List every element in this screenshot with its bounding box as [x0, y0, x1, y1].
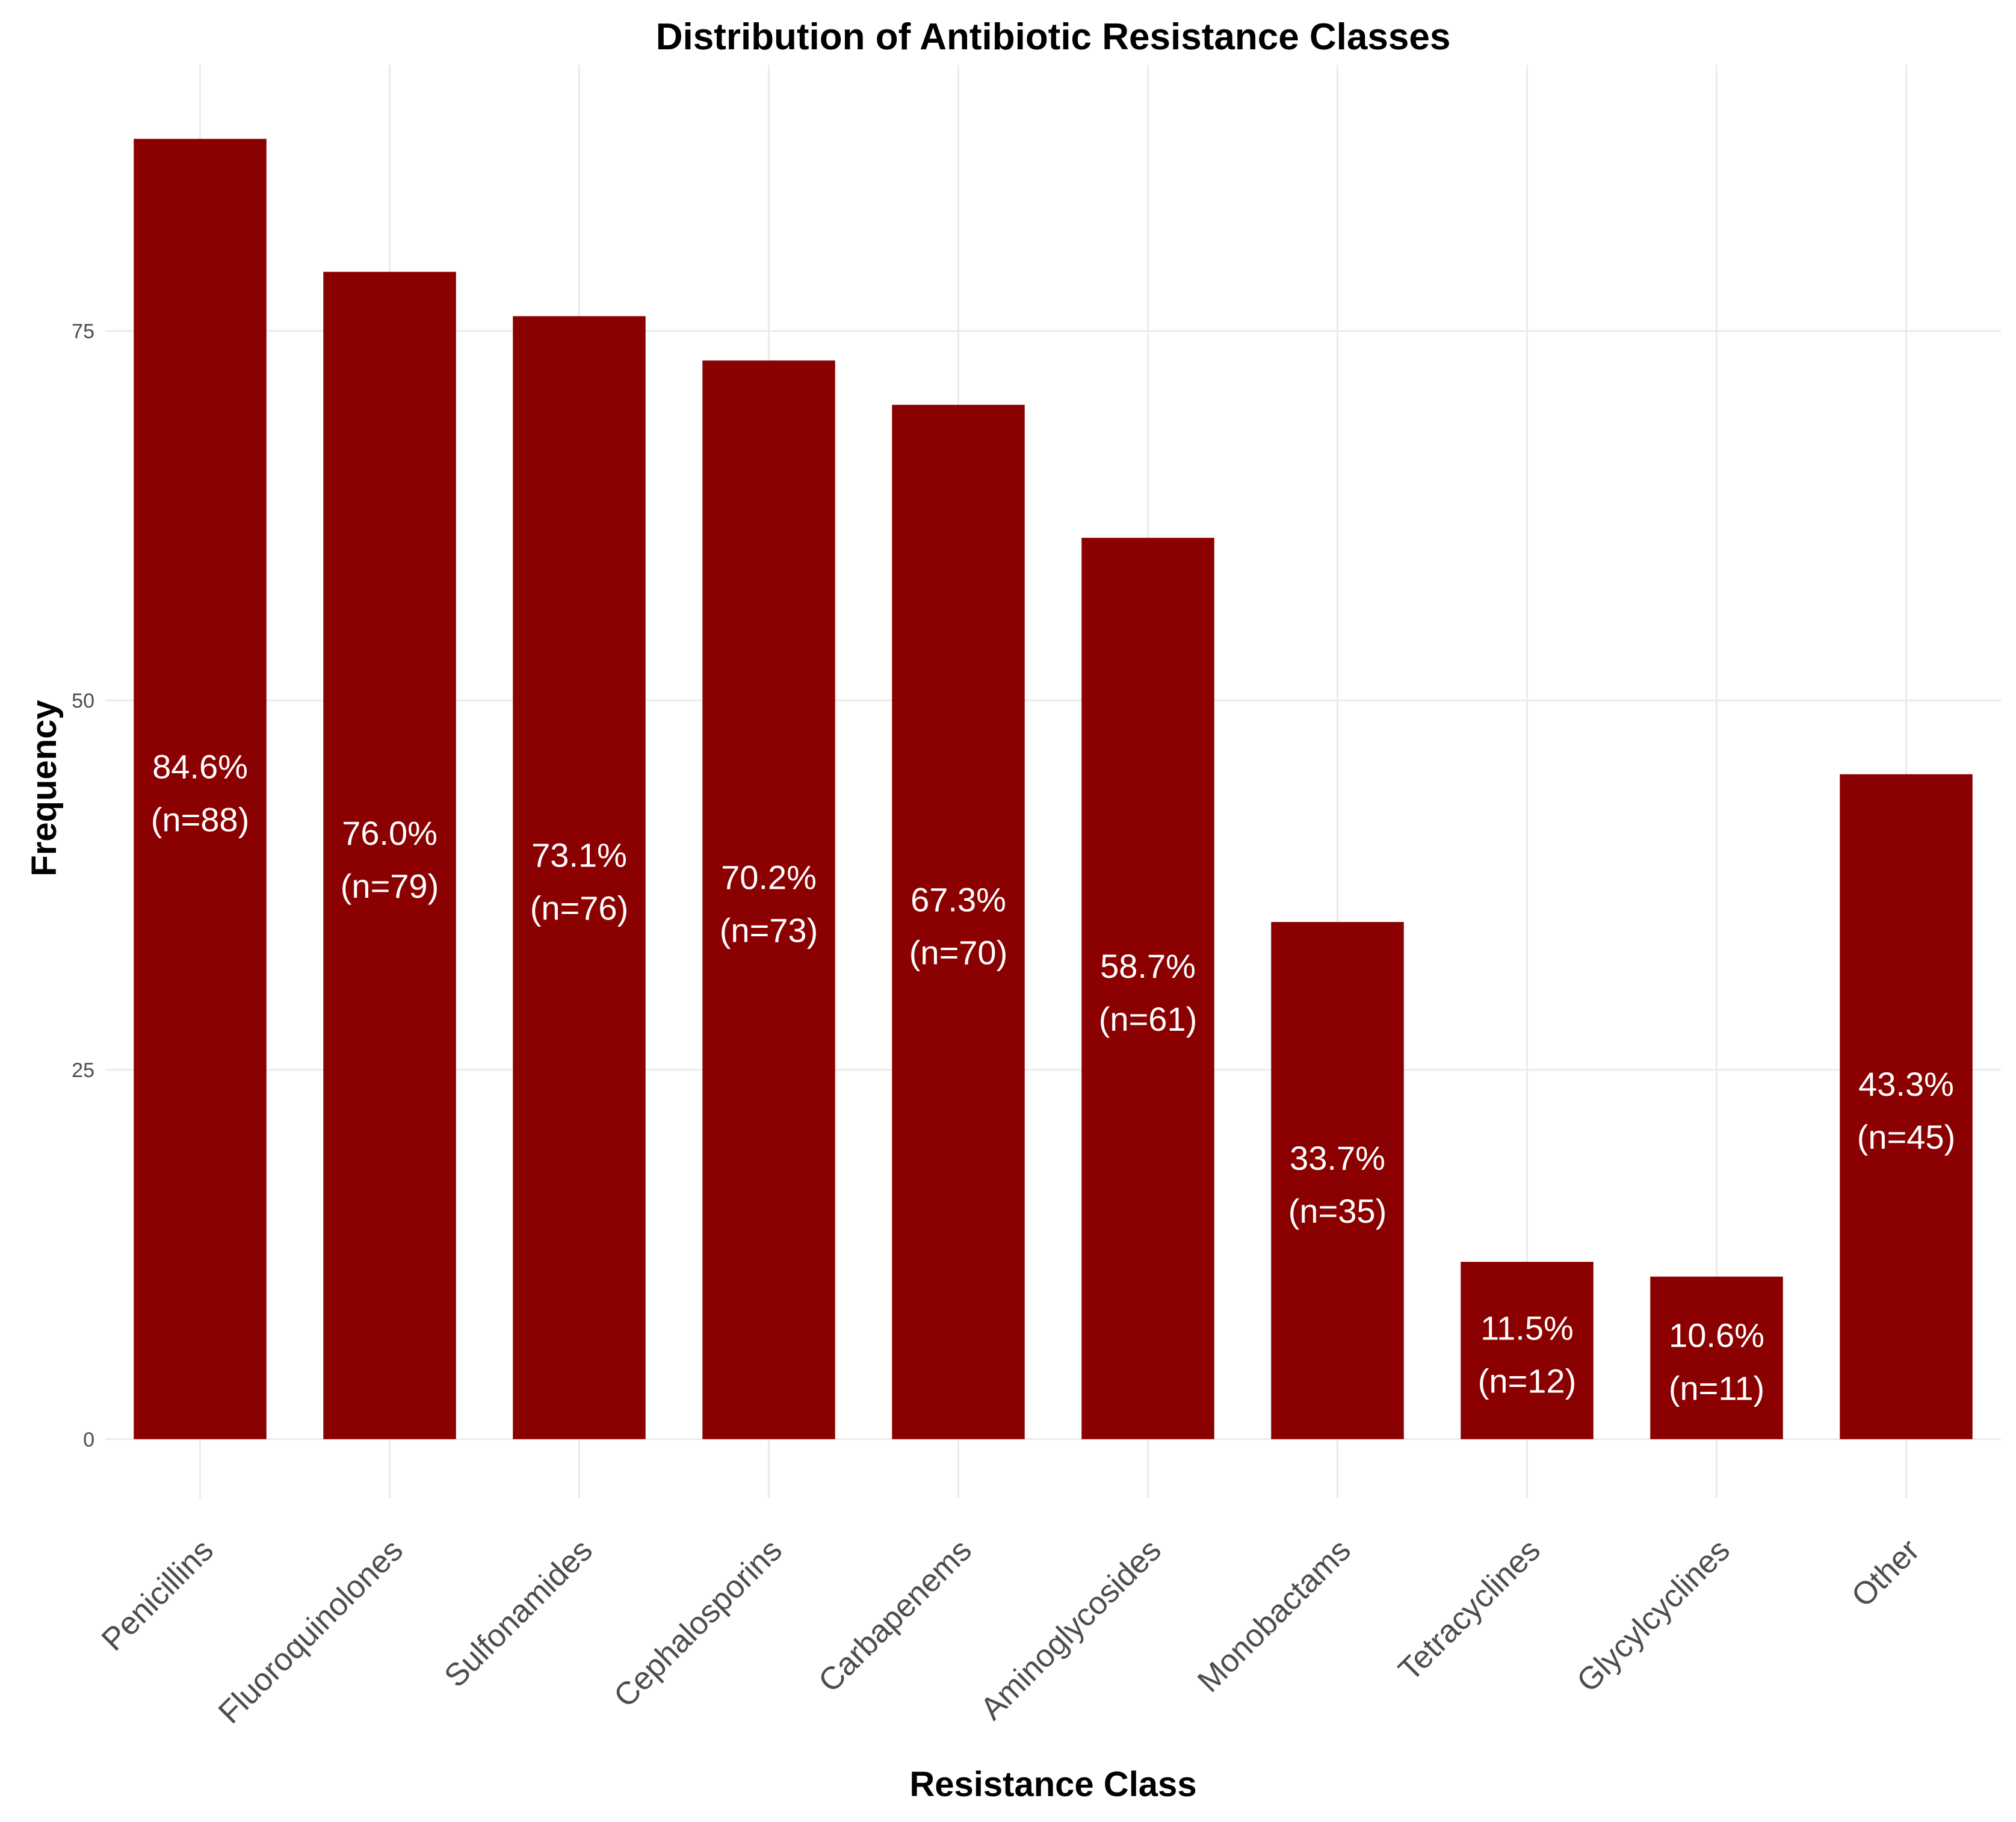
- x-tick-label: Monobactams: [1191, 1533, 1358, 1699]
- bar-glycylcyclines: [1650, 1276, 1783, 1439]
- bar-aminoglycosides: [1081, 537, 1214, 1439]
- bar-label-count: (n=79): [341, 867, 439, 905]
- bar-label-percent: 84.6%: [152, 747, 248, 785]
- bar-other: [1840, 774, 1973, 1439]
- y-axis-ticks: 0 25 50 75: [72, 320, 94, 1451]
- x-tick-label: Other: [1845, 1533, 1926, 1614]
- bar-label-percent: 73.1%: [531, 836, 627, 874]
- bar-label-percent: 70.2%: [721, 858, 817, 896]
- data-labels: 84.6% (n=88) 76.0% (n=79) 73.1% (n=76) 70.2% (n…: [151, 747, 1955, 1407]
- x-tick-label: Glycylcyclines: [1570, 1533, 1737, 1699]
- y-tick-label: 50: [72, 690, 94, 712]
- y-tick-label: 25: [72, 1059, 94, 1082]
- bar-fluoroquinolones: [323, 271, 456, 1439]
- bar-label-percent: 10.6%: [1669, 1317, 1764, 1354]
- bar-label-count: (n=61): [1099, 1000, 1197, 1038]
- bar-label-percent: 67.3%: [911, 880, 1006, 918]
- bar-label-count: (n=70): [909, 933, 1007, 971]
- bar-label-count: (n=45): [1857, 1118, 1955, 1156]
- bar-sulfonamides: [513, 316, 646, 1439]
- y-tick-label: 0: [83, 1428, 94, 1451]
- x-tick-label: Carbapenems: [812, 1533, 979, 1699]
- x-tick-label: Cephalosporins: [607, 1533, 789, 1714]
- x-tick-label: Sulfonamides: [438, 1533, 599, 1694]
- x-axis-title: Resistance Class: [909, 1765, 1196, 1804]
- y-tick-label: 75: [72, 320, 94, 343]
- bar-label-percent: 33.7%: [1290, 1139, 1385, 1177]
- bar-label-percent: 43.3%: [1858, 1065, 1954, 1103]
- bar-cephalosporins: [702, 360, 835, 1439]
- bar-label-count: (n=88): [151, 800, 249, 838]
- bar-label-count: (n=12): [1478, 1362, 1576, 1400]
- bar-label-percent: 76.0%: [342, 814, 438, 852]
- bar-label-count: (n=11): [1669, 1370, 1764, 1407]
- bar-label-count: (n=73): [720, 911, 818, 949]
- bar-label-count: (n=76): [530, 889, 628, 927]
- bar-tetracyclines: [1461, 1262, 1594, 1439]
- y-axis-title: Frequency: [25, 700, 64, 876]
- bar-penicillins: [134, 138, 267, 1439]
- x-tick-label: Fluoroquinolones: [212, 1533, 410, 1731]
- x-tick-label: Aminoglycosides: [974, 1533, 1168, 1727]
- bar-label-percent: 11.5%: [1480, 1309, 1574, 1347]
- x-tick-label: Tetracyclines: [1392, 1533, 1547, 1688]
- bar-label-count: (n=35): [1288, 1192, 1387, 1230]
- chart-title: Distribution of Antibiotic Resistance Cl…: [656, 16, 1451, 58]
- bar-label-percent: 58.7%: [1100, 947, 1196, 985]
- bar-carbapenems: [892, 404, 1025, 1439]
- bars: [134, 138, 1973, 1439]
- bar-monobactams: [1271, 922, 1404, 1439]
- x-tick-label: Penicillins: [95, 1533, 220, 1658]
